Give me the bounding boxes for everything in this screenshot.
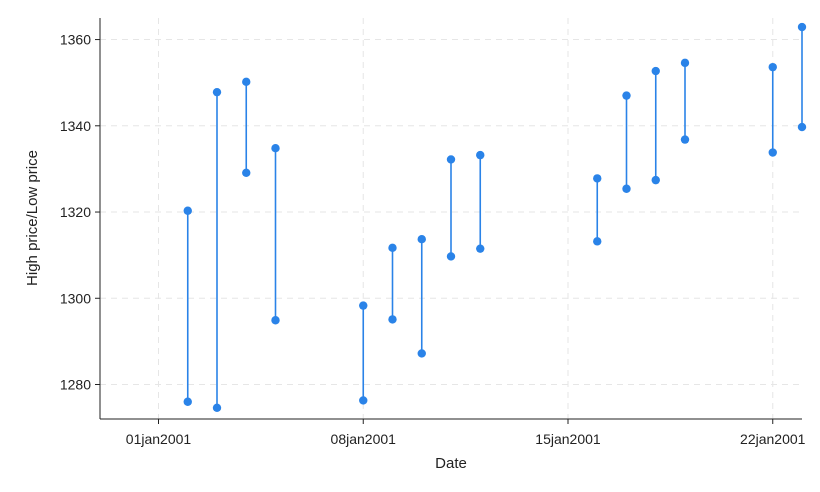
low-price-point [417, 349, 426, 358]
low-price-point [446, 252, 456, 261]
y-tick-label: 1340 [60, 118, 91, 134]
low-price-point [797, 122, 807, 132]
low-price-point [593, 237, 602, 246]
y-tick-label: 1280 [60, 377, 91, 393]
x-ticks: 01jan2001 08jan2001 15jan2001 22jan2001 [126, 419, 806, 447]
x-axis-title: Date [435, 455, 467, 472]
y-tick-label: 1300 [60, 290, 91, 306]
high-price-point [446, 155, 456, 164]
y-tick-label: 1320 [60, 204, 91, 220]
low-price-point [651, 175, 660, 185]
low-price-point [680, 135, 690, 144]
high-price-point [242, 77, 251, 87]
high-price-point [271, 144, 280, 153]
high-price-point [359, 301, 368, 310]
low-price-point [359, 396, 368, 405]
low-price-point [242, 168, 251, 177]
high-price-point [651, 66, 660, 76]
high-price-point [622, 91, 631, 100]
high-price-point [768, 62, 777, 72]
low-price-point [768, 148, 777, 157]
low-price-point [388, 315, 397, 324]
high-price-point [593, 174, 602, 183]
high-price-point [680, 58, 690, 68]
x-tick-label: 15jan2001 [535, 431, 601, 447]
high-price-point [797, 22, 807, 32]
low-price-point [183, 397, 192, 406]
high-price-point [183, 206, 192, 215]
y-axis-title: High price/Low price [24, 150, 41, 286]
x-tick-label: 08jan2001 [331, 431, 397, 447]
data-marks [183, 22, 807, 412]
low-price-point [212, 403, 222, 412]
y-tick-label: 1360 [60, 32, 91, 48]
high-price-point [212, 87, 222, 97]
low-price-point [622, 184, 631, 193]
y-ticks: 1280 1300 1320 1340 1360 [60, 32, 100, 393]
low-price-point [271, 316, 280, 325]
low-price-point [476, 244, 485, 253]
axes [99, 18, 802, 420]
high-price-point [417, 234, 426, 244]
x-tick-label: 22jan2001 [740, 431, 806, 447]
high-price-point [476, 150, 485, 160]
high-price-point [388, 243, 397, 253]
x-tick-label: 01jan2001 [126, 431, 192, 447]
